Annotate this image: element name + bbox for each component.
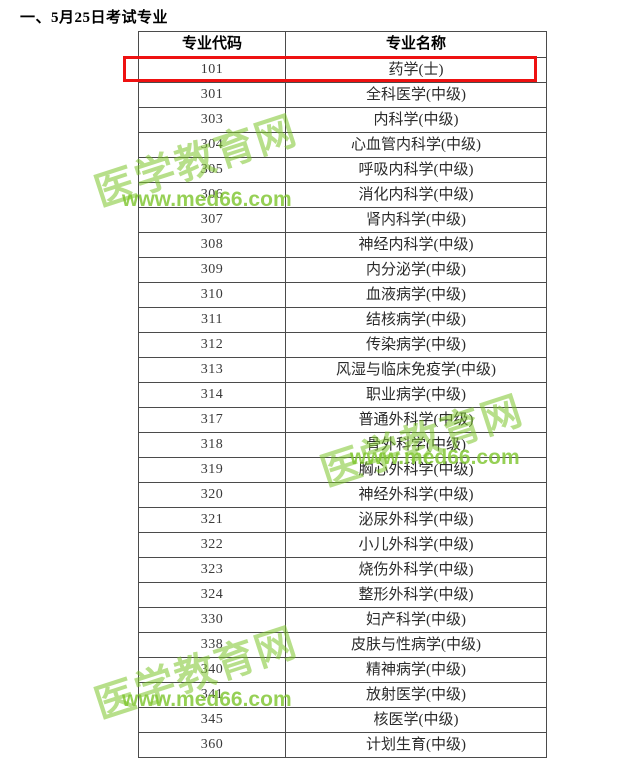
cell-major-name: 精神病学(中级) — [285, 657, 547, 683]
cell-major-name: 妇产科学(中级) — [285, 607, 547, 633]
table-row: 320 神经外科学(中级) — [138, 482, 547, 508]
cell-major-code: 322 — [138, 532, 286, 558]
table-row: 310 血液病学(中级) — [138, 282, 547, 308]
cell-major-name: 整形外科学(中级) — [285, 582, 547, 608]
major-table-container: 专业代码 专业名称 101 药学(士) 301 全科医学(中级) 303 内科学(中级) 3… — [138, 31, 547, 758]
table-row: 314 职业病学(中级) — [138, 382, 547, 408]
table-row: 311 结核病学(中级) — [138, 307, 547, 333]
cell-major-name: 神经内科学(中级) — [285, 232, 547, 258]
table-row: 318 骨外科学(中级) — [138, 432, 547, 458]
cell-major-code: 317 — [138, 407, 286, 433]
cell-major-name: 计划生育(中级) — [285, 732, 547, 758]
table-row: 341 放射医学(中级) — [138, 682, 547, 708]
cell-major-code: 338 — [138, 632, 286, 658]
cell-major-code: 311 — [138, 307, 286, 333]
major-table: 专业代码 专业名称 101 药学(士) 301 全科医学(中级) 303 内科学(中级) 3… — [138, 31, 547, 758]
table-row: 305 呼吸内科学(中级) — [138, 157, 547, 183]
cell-major-code: 341 — [138, 682, 286, 708]
cell-major-code: 306 — [138, 182, 286, 208]
column-header-code: 专业代码 — [138, 31, 286, 58]
cell-major-code: 323 — [138, 557, 286, 583]
page-title: 一、5月25日考试专业 — [20, 10, 169, 26]
cell-major-name: 神经外科学(中级) — [285, 482, 547, 508]
cell-major-code: 313 — [138, 357, 286, 383]
table-body: 101 药学(士) 301 全科医学(中级) 303 内科学(中级) 304 心血管内科学(中… — [138, 57, 547, 758]
table-row: 309 内分泌学(中级) — [138, 257, 547, 283]
cell-major-name: 传染病学(中级) — [285, 332, 547, 358]
cell-major-name: 骨外科学(中级) — [285, 432, 547, 458]
cell-major-name: 核医学(中级) — [285, 707, 547, 733]
cell-major-name: 胸心外科学(中级) — [285, 457, 547, 483]
table-row: 303 内科学(中级) — [138, 107, 547, 133]
cell-major-name: 内科学(中级) — [285, 107, 547, 133]
cell-major-code: 304 — [138, 132, 286, 158]
cell-major-code: 309 — [138, 257, 286, 283]
table-row: 340 精神病学(中级) — [138, 657, 547, 683]
table-row: 324 整形外科学(中级) — [138, 582, 547, 608]
table-row: 312 传染病学(中级) — [138, 332, 547, 358]
cell-major-name: 血液病学(中级) — [285, 282, 547, 308]
cell-major-code: 330 — [138, 607, 286, 633]
cell-major-name: 药学(士) — [285, 57, 547, 83]
cell-major-name: 肾内科学(中级) — [285, 207, 547, 233]
cell-major-name: 小儿外科学(中级) — [285, 532, 547, 558]
cell-major-name: 皮肤与性病学(中级) — [285, 632, 547, 658]
table-row: 308 神经内科学(中级) — [138, 232, 547, 258]
table-row: 306 消化内科学(中级) — [138, 182, 547, 208]
cell-major-code: 321 — [138, 507, 286, 533]
cell-major-code: 320 — [138, 482, 286, 508]
table-row: 360 计划生育(中级) — [138, 732, 547, 758]
table-row: 304 心血管内科学(中级) — [138, 132, 547, 158]
cell-major-name: 内分泌学(中级) — [285, 257, 547, 283]
cell-major-name: 泌尿外科学(中级) — [285, 507, 547, 533]
table-row: 345 核医学(中级) — [138, 707, 547, 733]
table-row: 319 胸心外科学(中级) — [138, 457, 547, 483]
cell-major-code: 314 — [138, 382, 286, 408]
table-row: 321 泌尿外科学(中级) — [138, 507, 547, 533]
cell-major-name: 烧伤外科学(中级) — [285, 557, 547, 583]
cell-major-code: 101 — [138, 57, 286, 83]
cell-major-code: 301 — [138, 82, 286, 108]
cell-major-name: 结核病学(中级) — [285, 307, 547, 333]
cell-major-code: 319 — [138, 457, 286, 483]
table-header-row: 专业代码 专业名称 — [138, 31, 547, 58]
cell-major-name: 风湿与临床免疫学(中级) — [285, 357, 547, 383]
cell-major-code: 345 — [138, 707, 286, 733]
table-row: 330 妇产科学(中级) — [138, 607, 547, 633]
cell-major-code: 340 — [138, 657, 286, 683]
column-header-name: 专业名称 — [285, 31, 547, 58]
table-row: 322 小儿外科学(中级) — [138, 532, 547, 558]
table-row: 323 烧伤外科学(中级) — [138, 557, 547, 583]
table-row: 307 肾内科学(中级) — [138, 207, 547, 233]
cell-major-name: 心血管内科学(中级) — [285, 132, 547, 158]
cell-major-code: 310 — [138, 282, 286, 308]
cell-major-code: 360 — [138, 732, 286, 758]
cell-major-code: 318 — [138, 432, 286, 458]
cell-major-code: 305 — [138, 157, 286, 183]
cell-major-code: 307 — [138, 207, 286, 233]
cell-major-name: 消化内科学(中级) — [285, 182, 547, 208]
cell-major-name: 全科医学(中级) — [285, 82, 547, 108]
table-row: 313 风湿与临床免疫学(中级) — [138, 357, 547, 383]
table-row: 317 普通外科学(中级) — [138, 407, 547, 433]
cell-major-code: 312 — [138, 332, 286, 358]
cell-major-code: 324 — [138, 582, 286, 608]
table-row: 101 药学(士) — [138, 57, 547, 83]
table-row: 338 皮肤与性病学(中级) — [138, 632, 547, 658]
cell-major-name: 放射医学(中级) — [285, 682, 547, 708]
table-row: 301 全科医学(中级) — [138, 82, 547, 108]
cell-major-name: 呼吸内科学(中级) — [285, 157, 547, 183]
cell-major-name: 职业病学(中级) — [285, 382, 547, 408]
cell-major-name: 普通外科学(中级) — [285, 407, 547, 433]
cell-major-code: 308 — [138, 232, 286, 258]
cell-major-code: 303 — [138, 107, 286, 133]
table-header: 专业代码 专业名称 — [138, 31, 547, 58]
